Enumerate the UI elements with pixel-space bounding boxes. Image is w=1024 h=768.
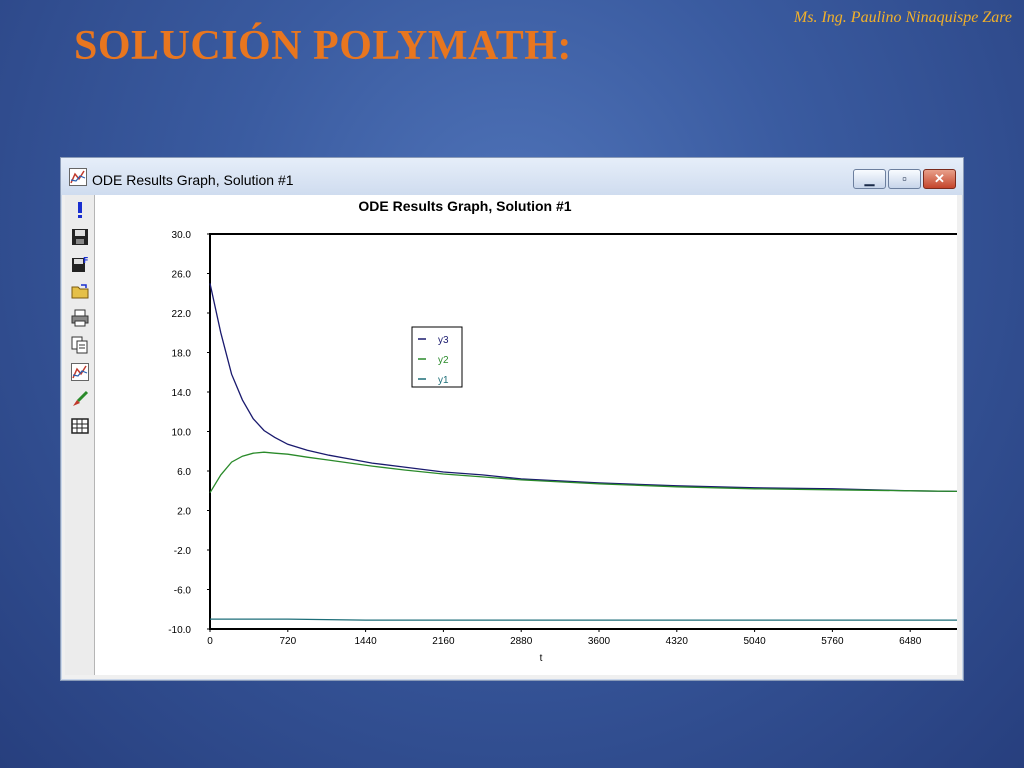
svg-text:F: F bbox=[83, 256, 88, 265]
series-layer bbox=[209, 283, 957, 621]
window-titlebar[interactable]: ODE Results Graph, Solution #1 ▁ ▫ ✕ bbox=[61, 158, 963, 195]
table-icon[interactable] bbox=[71, 417, 89, 435]
series-line-y2 bbox=[209, 451, 957, 494]
series-line-y3 bbox=[209, 283, 957, 492]
plot-frame bbox=[209, 233, 957, 630]
minimize-button[interactable]: ▁ bbox=[853, 169, 886, 189]
x-tick-label: 0 bbox=[207, 636, 213, 647]
close-button[interactable]: ✕ bbox=[923, 169, 956, 189]
ode-results-window: ODE Results Graph, Solution #1 ▁ ▫ ✕ F bbox=[60, 157, 964, 681]
axes-layer: 30.0 26.0 22.0 18.0 14.0 10.0 6.0 2.0 -2.0 -6.0 -1… bbox=[168, 230, 957, 647]
legend: y3 y2 y1 bbox=[411, 326, 463, 388]
y-tick-label: 22.0 bbox=[172, 309, 192, 320]
save-format-icon[interactable]: F bbox=[71, 255, 89, 273]
y-tick-label: 26.0 bbox=[172, 270, 192, 281]
x-tick-label: 4320 bbox=[666, 636, 689, 647]
graph-icon[interactable] bbox=[71, 363, 89, 381]
legend-label: y1 bbox=[438, 375, 449, 386]
x-axis-label: t bbox=[540, 653, 543, 664]
y-tick-label: 14.0 bbox=[172, 388, 192, 399]
minimize-icon: ▁ bbox=[864, 171, 875, 186]
y-tick-label: 10.0 bbox=[172, 428, 192, 439]
y-tick-label: 2.0 bbox=[177, 507, 191, 518]
maximize-button[interactable]: ▫ bbox=[888, 169, 921, 189]
run-icon[interactable] bbox=[71, 201, 89, 219]
x-tick-label: 2880 bbox=[510, 636, 533, 647]
slide-author: Ms. Ing. Paulino Ninaquispe Zare bbox=[793, 9, 1012, 26]
y-tick-label: -6.0 bbox=[174, 586, 192, 597]
save-icon[interactable] bbox=[71, 228, 89, 246]
close-icon: ✕ bbox=[934, 171, 945, 186]
x-tick-label: 5760 bbox=[821, 636, 844, 647]
brush-icon[interactable] bbox=[71, 390, 89, 408]
x-tick-label: 2160 bbox=[432, 636, 455, 647]
chart-title: ODE Results Graph, Solution #1 bbox=[358, 198, 571, 214]
open-folder-icon[interactable] bbox=[71, 282, 89, 300]
window-title: ODE Results Graph, Solution #1 bbox=[92, 172, 294, 188]
copy-icon[interactable] bbox=[71, 336, 89, 354]
graph-toolbar: F bbox=[65, 195, 95, 675]
slide-title: SOLUCIÓN POLYMATH: bbox=[74, 23, 572, 69]
maximize-icon: ▫ bbox=[902, 171, 907, 186]
y-tick-label: 18.0 bbox=[172, 349, 192, 360]
x-tick-label: 1440 bbox=[354, 636, 377, 647]
y-tick-label: -2.0 bbox=[174, 546, 192, 557]
x-tick-label: 5040 bbox=[743, 636, 766, 647]
ode-chart: ODE Results Graph, Solution #1 30.0 26.0 2… bbox=[168, 198, 957, 664]
legend-label: y3 bbox=[438, 335, 449, 346]
graph-app-icon bbox=[69, 168, 87, 186]
graph-panel: ODE Results Graph, Solution #1 30.0 26.0 2… bbox=[95, 195, 957, 675]
y-tick-label: 30.0 bbox=[172, 230, 192, 241]
x-tick-label: 720 bbox=[279, 636, 296, 647]
legend-box bbox=[411, 326, 463, 388]
x-tick-label: 3600 bbox=[588, 636, 611, 647]
print-icon[interactable] bbox=[71, 309, 89, 327]
x-tick-label: 6480 bbox=[899, 636, 922, 647]
legend-label: y2 bbox=[438, 355, 449, 366]
series-line-y1 bbox=[210, 618, 957, 621]
y-tick-label: 6.0 bbox=[177, 467, 191, 478]
y-tick-label: -10.0 bbox=[168, 625, 191, 636]
